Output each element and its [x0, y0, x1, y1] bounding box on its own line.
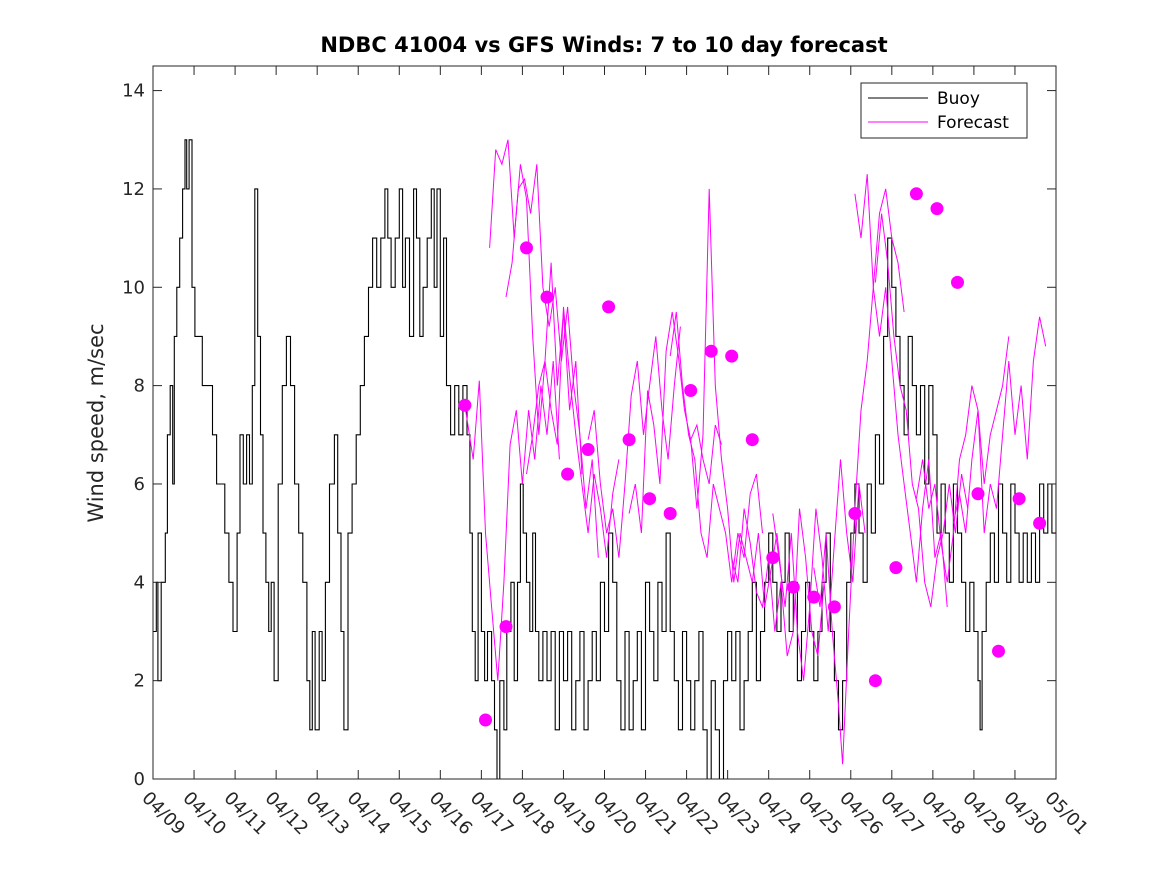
forecast-run-line [587, 326, 681, 558]
forecast-marker [930, 202, 944, 216]
forecast-marker [581, 443, 595, 456]
chart-title: NDBC 41004 vs GFS Winds: 7 to 10 day for… [320, 33, 887, 57]
forecast-run-line [952, 316, 1047, 534]
y-tick-label: 14 [122, 81, 145, 102]
forecast-marker [622, 433, 636, 447]
forecast-marker [499, 620, 513, 634]
forecast-run-line [690, 188, 784, 607]
y-tick-label: 8 [134, 376, 145, 397]
y-tick-label: 0 [134, 769, 145, 790]
forecast-run-line [526, 306, 620, 558]
forecast-marker [458, 398, 472, 412]
forecast-markers [458, 187, 1047, 727]
forecast-marker [561, 467, 575, 481]
forecast-marker [704, 344, 718, 358]
forecast-marker [807, 590, 821, 604]
y-tick-label: 10 [122, 277, 145, 298]
legend-label-forecast: Forecast [937, 113, 1009, 133]
forecast-marker [643, 492, 657, 506]
forecast-marker [725, 349, 739, 363]
forecast-run-line [854, 174, 948, 607]
y-tick-label: 4 [134, 572, 145, 593]
forecast-marker [745, 433, 759, 447]
forecast-marker [786, 580, 800, 594]
forecast-marker [951, 275, 964, 289]
legend-box [860, 82, 1028, 139]
forecast-marker [684, 384, 698, 397]
forecast-marker [540, 290, 554, 304]
forecast-marker [848, 507, 862, 520]
forecast-marker [909, 187, 923, 201]
forecast-marker [766, 551, 780, 565]
y-tick-label: 12 [122, 179, 145, 200]
forecast-marker [520, 241, 533, 255]
forecast-marker [602, 300, 616, 314]
forecast-marker [971, 487, 985, 501]
y-axis: 0 2 4 6 8 10 12 14 [122, 81, 1056, 790]
legend: Buoy Forecast [860, 82, 1028, 139]
forecast-marker [992, 644, 1005, 658]
forecast-run-line [505, 164, 599, 558]
buoy-series [153, 139, 1056, 779]
forecast-run-line [915, 336, 1010, 583]
forecast-run-line [489, 139, 583, 475]
forecast-marker [479, 713, 492, 727]
forecast-run-line [772, 459, 866, 681]
y-axis-label: Wind speed, m/sec [84, 323, 108, 522]
forecast-marker [827, 600, 841, 614]
forecast-run-line [874, 213, 969, 608]
forecast-run-line [464, 360, 560, 681]
forecast-marker [663, 507, 677, 520]
forecast-run-line [813, 188, 905, 765]
forecast-marker [868, 674, 882, 688]
forecast-marker [889, 561, 903, 575]
y-tick-label: 2 [134, 671, 145, 692]
forecast-run-line [628, 311, 722, 534]
y-tick-label: 6 [134, 474, 145, 495]
forecast-series [464, 139, 1047, 765]
forecast-marker [1012, 492, 1026, 506]
forecast-marker [1033, 516, 1047, 530]
buoy-line [153, 139, 1056, 779]
legend-label-buoy: Buoy [937, 89, 980, 109]
